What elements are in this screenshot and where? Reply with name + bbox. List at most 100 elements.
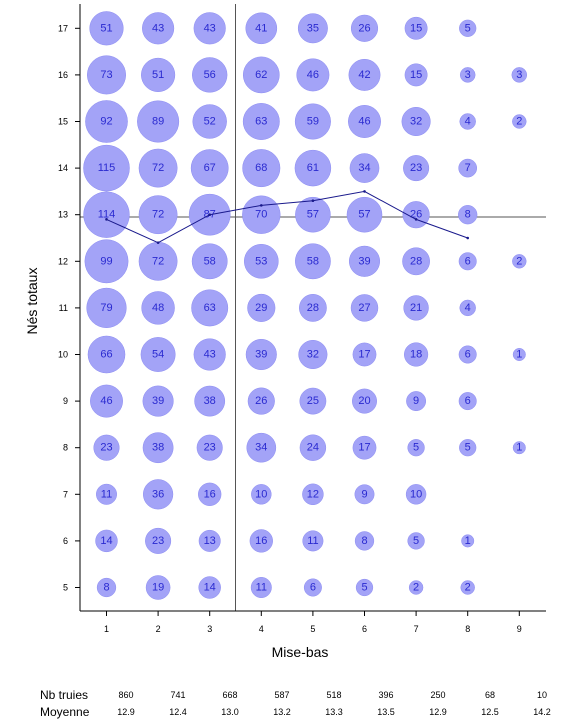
bubble: [198, 576, 221, 599]
bubble: [90, 384, 123, 418]
bubble-label: 70: [255, 209, 267, 221]
bubble-label: 66: [100, 349, 112, 361]
bubble-label: 57: [358, 209, 370, 221]
bubble: [85, 100, 128, 143]
bubble-label: 14: [204, 582, 216, 594]
bubble-label: 39: [152, 395, 164, 407]
bubble: [242, 56, 280, 94]
y-tick-label: 15: [58, 117, 68, 127]
stats-value: 13.2: [273, 707, 291, 717]
bubble: [459, 67, 476, 83]
bubble-label: 5: [361, 582, 367, 594]
bubble: [352, 435, 377, 460]
bubble: [145, 527, 172, 554]
bubble-label: 59: [307, 116, 319, 128]
bubble-label: 57: [307, 209, 319, 221]
stats-value: 13.3: [325, 707, 343, 717]
mean-point: [156, 241, 160, 244]
bubble: [512, 254, 527, 269]
bubble: [511, 67, 528, 83]
bubble-label: 51: [152, 69, 164, 81]
bubble: [405, 484, 427, 505]
bubble-label: 11: [307, 535, 318, 547]
bubble: [198, 482, 222, 506]
bubble-label: 26: [358, 22, 370, 34]
stats-value: 12.5: [481, 707, 499, 717]
bubble-label: 27: [358, 302, 370, 314]
bubble-label: 46: [358, 116, 370, 128]
bubble: [461, 534, 475, 548]
bubble-label: 92: [100, 116, 112, 128]
bubble: [138, 148, 178, 188]
bubble-label: 5: [465, 442, 471, 454]
bubble: [459, 439, 477, 457]
bubble-label: 2: [465, 582, 471, 594]
bubble: [459, 19, 477, 37]
bubble-label: 68: [255, 162, 267, 174]
stats-value: 12.9: [429, 707, 447, 717]
bubble: [302, 530, 324, 552]
stats-value: 12.4: [169, 707, 187, 717]
bubble-label: 1: [516, 442, 522, 454]
bubble-label: 36: [152, 488, 164, 500]
bubble-label: 2: [516, 116, 522, 128]
bubble-label: 89: [152, 116, 164, 128]
bubble-label: 39: [255, 349, 267, 361]
bubble-label: 26: [255, 395, 267, 407]
bubble-label: 12: [307, 488, 319, 500]
x-tick-label: 7: [414, 624, 419, 634]
bubble-label: 58: [204, 255, 216, 267]
bubble-label: 3: [465, 69, 471, 81]
bubble: [349, 153, 380, 183]
bubble-label: 43: [204, 349, 216, 361]
bubble-label: 32: [410, 116, 422, 128]
y-tick-label: 9: [63, 396, 68, 406]
bubble-label: 8: [361, 535, 367, 547]
bubble: [140, 337, 176, 372]
bubble: [294, 149, 332, 187]
bubble: [294, 103, 331, 140]
bubble-label: 23: [204, 442, 216, 454]
bubble: [302, 483, 324, 506]
bubble-label: 6: [465, 395, 471, 407]
bubble: [87, 335, 126, 374]
bubble: [191, 243, 228, 280]
y-tick-label: 5: [63, 583, 68, 593]
x-tick-label: 9: [517, 624, 522, 634]
bubble-label: 38: [152, 442, 164, 454]
bubble: [87, 55, 126, 95]
mean-point: [208, 213, 211, 216]
bubble: [458, 158, 478, 178]
y-tick-label: 13: [58, 210, 68, 220]
bubble: [512, 441, 526, 455]
bubble-label: 67: [204, 162, 216, 174]
bubble: [96, 483, 117, 505]
bubble-label: 53: [255, 255, 267, 267]
bubble-label: 72: [152, 162, 164, 174]
bubble-label: 35: [307, 22, 319, 34]
bubble: [145, 575, 171, 600]
bubble-label: 5: [413, 442, 419, 454]
bubble-label: 54: [152, 349, 164, 361]
bubble-label: 34: [255, 442, 267, 454]
bubble: [299, 434, 327, 461]
bubble-label: 28: [307, 302, 319, 314]
bubble-label: 21: [410, 302, 422, 314]
bubbles-layer: 51 43 43 41 35 26 15 573 51 56 62 46 42 15 3 392 89 52 63 5…: [83, 11, 528, 600]
stats-value: 741: [170, 690, 185, 700]
mean-line-layer: [105, 190, 470, 244]
bubble: [404, 342, 429, 367]
bubble: [247, 293, 276, 322]
bubble-label: 38: [204, 395, 216, 407]
bubble: [299, 387, 327, 415]
bubble-label: 29: [255, 302, 267, 314]
stats-value: 14.2: [533, 707, 551, 717]
bubble: [84, 239, 129, 284]
bubble: [403, 295, 429, 321]
bubble-label: 52: [204, 116, 216, 128]
bubble-label: 32: [307, 349, 319, 361]
stats-value: 396: [378, 690, 393, 700]
bubble-label: 24: [307, 442, 319, 454]
bubble: [298, 339, 328, 370]
